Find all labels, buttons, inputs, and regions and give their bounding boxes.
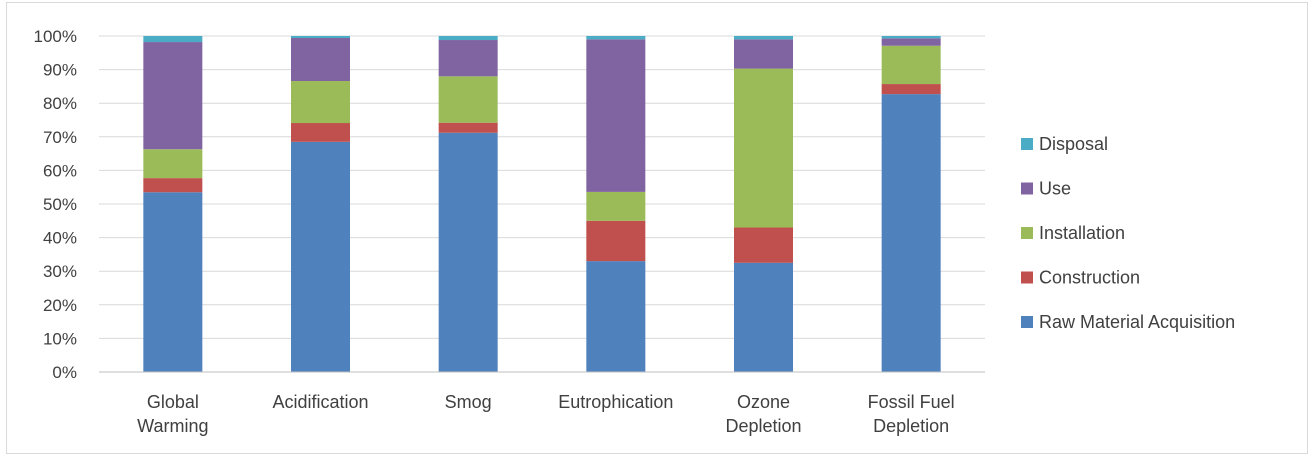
legend-swatch (1021, 227, 1033, 239)
bar-segment (734, 39, 793, 69)
legend-swatch (1021, 138, 1033, 150)
bar-segment (143, 192, 203, 372)
bar-segment (438, 40, 498, 77)
bar-segment (586, 220, 646, 262)
legend-item: Disposal (1021, 134, 1108, 154)
x-axis-labels: Global Warming Acidification Smog Eutrophica… (137, 392, 955, 436)
y-tick-label: 20% (43, 296, 77, 315)
bar-segment (586, 36, 646, 40)
legend-item: Installation (1021, 223, 1125, 243)
bar-segment (734, 262, 793, 372)
legend-label: Use (1039, 179, 1071, 199)
bars (143, 36, 941, 373)
legend-label: Raw Material Acquisition (1039, 312, 1235, 332)
y-tick-label: 90% (43, 61, 77, 80)
y-tick-label: 70% (43, 128, 77, 147)
bar-segment (881, 84, 941, 95)
bar-segment (291, 141, 350, 372)
x-tick-label: Smog (445, 392, 492, 412)
bar-segment (881, 94, 941, 373)
gridlines (99, 35, 985, 339)
bar-segment (143, 178, 203, 193)
bar-segment (881, 38, 941, 46)
bar-segment (143, 42, 203, 150)
x-tick-label: Global Warming (137, 392, 208, 436)
bar-segment (881, 36, 941, 39)
legend: Disposal Use Installation Construction Raw M… (1021, 134, 1235, 332)
bar-segment (143, 149, 203, 179)
y-tick-label: 0% (52, 363, 77, 382)
x-tick-label: Acidification (272, 392, 368, 412)
legend-label: Disposal (1039, 134, 1108, 154)
bar-segment (291, 36, 350, 39)
chart-area: 0% 10% 20% 30% 40% 50% 60% 70% 80% 90% 100% Global… (6, 2, 1308, 454)
bar-segment (586, 39, 646, 192)
bar-segment (438, 132, 498, 372)
legend-label: Installation (1039, 223, 1125, 243)
bar-segment (881, 45, 941, 85)
legend-swatch (1021, 271, 1033, 284)
legend-item: Raw Material Acquisition (1021, 312, 1235, 332)
legend-item: Construction (1021, 268, 1140, 288)
bar-segment (143, 36, 203, 43)
y-tick-label: 50% (43, 195, 77, 214)
x-tick-label: Ozone Depletion (725, 392, 801, 436)
bar-segment (734, 36, 793, 40)
y-tick-label: 30% (43, 262, 77, 281)
y-tick-label: 40% (43, 229, 77, 248)
stacked-bar-chart: 0% 10% 20% 30% 40% 50% 60% 70% 80% 90% 100% Global… (34, 27, 1236, 436)
y-tick-label: 100% (34, 27, 77, 46)
bar-segment (734, 227, 793, 263)
bar-segment (734, 68, 793, 228)
y-tick-label: 10% (43, 329, 77, 348)
legend-swatch (1021, 182, 1033, 195)
y-tick-label: 80% (43, 94, 77, 113)
legend-swatch (1021, 316, 1033, 328)
bar-segment (586, 261, 646, 372)
bar-segment (438, 122, 498, 133)
y-axis-ticks: 0% 10% 20% 30% 40% 50% 60% 70% 80% 90% 100% (34, 27, 77, 382)
bar-segment (438, 76, 498, 123)
bar-segment (291, 38, 350, 82)
legend-label: Construction (1039, 268, 1140, 288)
legend-item: Use (1021, 179, 1071, 199)
bar-segment (438, 36, 498, 41)
bar-segment (586, 191, 646, 221)
y-tick-label: 60% (43, 161, 77, 180)
x-tick-label: Fossil Fuel Depletion (868, 392, 955, 436)
bar-segment (291, 81, 350, 124)
bar-segment (291, 123, 350, 142)
x-tick-label: Eutrophication (558, 392, 673, 412)
